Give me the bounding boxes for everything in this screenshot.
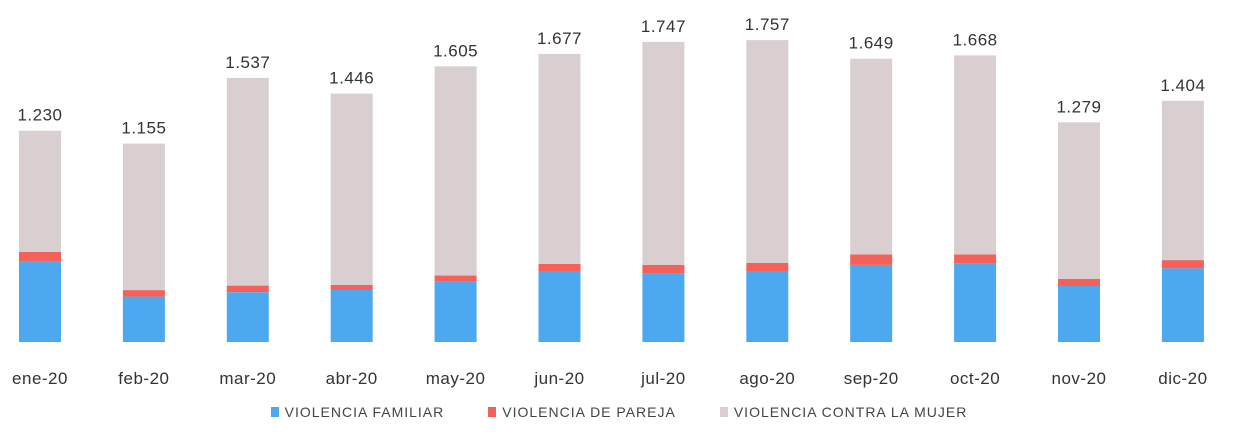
category-label-nov-20: nov-20: [1052, 369, 1107, 388]
bar-violencia-familiar-mar-20: [226, 292, 269, 342]
bar-violencia-de-pareja-mar-20: [226, 285, 269, 293]
bar-violencia-familiar-ago-20: [746, 271, 789, 342]
total-label-mar-20: 1.537: [225, 53, 270, 72]
bar-violencia-familiar-nov-20: [1058, 286, 1100, 342]
bar-violencia-de-pareja-nov-20: [1058, 278, 1100, 286]
total-label-dic-20: 1.404: [1160, 76, 1205, 95]
bar-violencia-familiar-feb-20: [122, 296, 165, 342]
total-label-jul-20: 1.747: [641, 17, 686, 36]
bar-violencia-de-pareja-abr-20: [330, 284, 373, 290]
total-label-abr-20: 1.446: [329, 69, 374, 88]
bar-violencia-contra-la-mujer-feb-20: [122, 143, 165, 291]
legend-label-violencia-familiar: VIOLENCIA FAMILIAR: [284, 404, 445, 420]
bar-violencia-de-pareja-feb-20: [122, 290, 165, 297]
bar-violencia-de-pareja-may-20: [434, 275, 477, 282]
category-label-ene-20: ene-20: [12, 369, 68, 388]
total-label-may-20: 1.605: [433, 41, 478, 60]
bar-violencia-contra-la-mujer-may-20: [434, 66, 477, 276]
total-label-feb-20: 1.155: [121, 119, 166, 138]
bar-violencia-contra-la-mujer-sep-20: [850, 58, 893, 255]
category-label-ago-20: ago-20: [739, 369, 795, 388]
bar-violencia-de-pareja-dic-20: [1161, 260, 1204, 269]
bar-violencia-contra-la-mujer-ene-20: [19, 130, 61, 252]
bar-violencia-familiar-abr-20: [330, 289, 373, 342]
bar-violencia-familiar-jun-20: [538, 271, 581, 342]
bar-violencia-contra-la-mujer-jul-20: [642, 41, 685, 265]
bar-violencia-de-pareja-jul-20: [642, 264, 685, 274]
bar-violencia-contra-la-mujer-oct-20: [954, 55, 997, 255]
legend-swatch-violencia-familiar: [270, 407, 279, 417]
category-label-mar-20: mar-20: [219, 369, 276, 388]
legend-label-violencia-de-pareja: VIOLENCIA DE PAREJA: [502, 404, 676, 420]
category-label-sep-20: sep-20: [844, 369, 899, 388]
legend-item-violencia-de-pareja: VIOLENCIA DE PAREJA: [488, 404, 676, 420]
category-label-oct-20: oct-20: [950, 369, 1000, 388]
total-label-sep-20: 1.649: [849, 34, 894, 53]
bar-violencia-de-pareja-jun-20: [538, 263, 581, 271]
bar-violencia-familiar-oct-20: [954, 263, 997, 342]
total-label-jun-20: 1.677: [537, 29, 582, 48]
bar-violencia-de-pareja-oct-20: [954, 254, 997, 264]
legend-item-violencia-familiar: VIOLENCIA FAMILIAR: [270, 404, 445, 420]
category-label-jul-20: jul-20: [640, 369, 686, 388]
legend-item-violencia-contra-la-mujer: VIOLENCIA CONTRA LA MUJER: [719, 404, 968, 420]
bar-violencia-de-pareja-ago-20: [746, 262, 789, 271]
total-label-ene-20: 1.230: [17, 106, 62, 125]
total-label-nov-20: 1.279: [1056, 97, 1101, 116]
category-label-jun-20: jun-20: [533, 369, 584, 388]
legend-swatch-violencia-contra-la-mujer: [719, 407, 728, 417]
bar-violencia-contra-la-mujer-abr-20: [330, 93, 373, 285]
bar-violencia-contra-la-mujer-ago-20: [746, 40, 789, 263]
bar-violencia-familiar-jul-20: [642, 273, 685, 342]
bar-violencia-contra-la-mujer-nov-20: [1058, 122, 1100, 279]
bar-violencia-familiar-ene-20: [19, 261, 61, 342]
category-label-abr-20: abr-20: [326, 369, 378, 388]
bar-violencia-contra-la-mujer-jun-20: [538, 53, 581, 264]
category-label-may-20: may-20: [426, 369, 486, 388]
legend: VIOLENCIA FAMILIAR VIOLENCIA DE PAREJA V…: [0, 404, 1238, 420]
stacked-bar-chart: 1.230 ene-20 1.155 feb-20 1.537 mar-20 1.446 ab…: [12, 15, 1207, 388]
category-label-dic-20: dic-20: [1158, 369, 1207, 388]
bar-violencia-familiar-sep-20: [850, 264, 893, 342]
bar-violencia-de-pareja-ene-20: [19, 252, 61, 262]
legend-label-violencia-contra-la-mujer: VIOLENCIA CONTRA LA MUJER: [733, 404, 968, 420]
total-label-ago-20: 1.757: [745, 15, 790, 34]
bar-violencia-de-pareja-sep-20: [850, 254, 893, 265]
bar-violencia-contra-la-mujer-mar-20: [226, 77, 269, 286]
category-label-feb-20: feb-20: [118, 369, 169, 388]
total-label-oct-20: 1.668: [953, 30, 998, 49]
bar-violencia-contra-la-mujer-dic-20: [1161, 100, 1204, 261]
legend-swatch-violencia-de-pareja: [488, 407, 497, 417]
bar-violencia-familiar-dic-20: [1161, 268, 1204, 342]
bar-violencia-familiar-may-20: [434, 281, 477, 342]
